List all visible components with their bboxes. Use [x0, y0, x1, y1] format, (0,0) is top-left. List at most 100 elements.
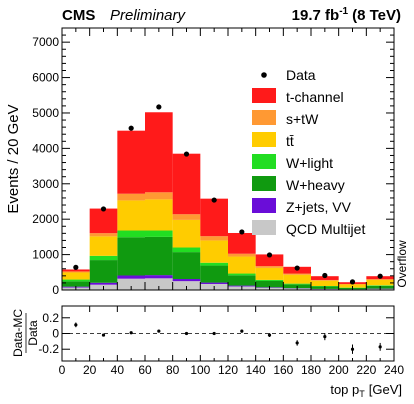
bar-segment: [228, 256, 256, 274]
y-tick-label: 5000: [32, 106, 59, 120]
bar-segment: [200, 236, 228, 241]
bar-segment: [283, 273, 311, 275]
bar-segment: [228, 273, 256, 276]
bar-segment: [62, 281, 90, 287]
luminosity-label: 19.7 fb-1 (8 TeV): [292, 6, 401, 24]
legend-label: t-channel: [286, 89, 344, 105]
bar-segment: [89, 260, 118, 283]
bar-segment: [117, 200, 145, 231]
data-point: [349, 279, 356, 285]
y-tick-label: 1000: [32, 248, 59, 262]
x-tick-label: 160: [273, 363, 293, 377]
legend-swatch: [252, 220, 276, 235]
bar-segment: [62, 279, 90, 282]
bar-segment: [172, 281, 201, 290]
ratio-point: [184, 331, 189, 336]
y-tick-label: 7000: [32, 35, 59, 49]
ratio-point: [295, 341, 299, 345]
bar-segment: [89, 255, 118, 261]
overflow-label: Overflow: [395, 240, 409, 288]
bar-segment: [200, 282, 228, 284]
legend-swatch: [252, 132, 276, 147]
legend-marker-data: [261, 72, 267, 78]
legend-swatch: [252, 88, 276, 103]
data-point: [377, 273, 383, 279]
bar-segment: [89, 233, 118, 237]
bar-segment: [172, 219, 201, 248]
bar-segment: [172, 279, 201, 282]
x-tick-label: 40: [111, 363, 125, 377]
ratio-point: [212, 331, 216, 336]
bar-segment: [255, 266, 284, 268]
bar-segment: [200, 240, 228, 263]
legend-label: tt̄: [286, 133, 294, 149]
y-tick-label: 6000: [32, 71, 59, 85]
data-point: [294, 265, 300, 271]
bar-segment: [255, 280, 284, 288]
legend-label: s+tW: [286, 111, 319, 127]
x-tick-label: 220: [356, 363, 376, 377]
bar-segment: [200, 198, 228, 237]
bar-segment: [117, 237, 145, 276]
bar-segment: [283, 283, 311, 285]
legend-label: Z+jets, VV: [286, 199, 352, 215]
bar-segment: [117, 278, 145, 290]
x-tick-label: 60: [138, 363, 152, 377]
data-points: [73, 104, 383, 285]
ratio-point: [157, 329, 161, 333]
legend-swatch: [252, 154, 276, 169]
bar-segment: [62, 272, 90, 280]
data-point: [156, 104, 162, 110]
legend-label: W+light: [286, 155, 333, 171]
bar-segment: [366, 279, 394, 286]
x-tick-label: 80: [166, 363, 180, 377]
bar-segment: [117, 130, 145, 194]
bar-segment: [366, 279, 394, 280]
bar-segment: [200, 262, 228, 266]
x-tick-label: 240: [384, 363, 404, 377]
main-axes: 0 1000 2000 3000 4000 5000 6000 7000: [32, 27, 395, 297]
y-tick-label: 3000: [32, 177, 59, 191]
x-tick-label: 100: [190, 363, 210, 377]
legend-label: W+heavy: [286, 177, 345, 193]
bar-segment: [311, 279, 339, 281]
bar-segment: [228, 253, 256, 257]
x-axis-label-sub: T: [359, 389, 365, 399]
bar-segment: [228, 275, 256, 286]
x-tick-label: 120: [218, 363, 238, 377]
bar-segment: [366, 285, 394, 286]
bar-segment: [117, 230, 145, 238]
legend: Data t-channel s+tW tt̄ W+light W+heavy Z+jets…: [252, 67, 365, 237]
y-tick-label: 2000: [32, 212, 59, 226]
data-point: [266, 252, 273, 258]
bar-segment: [89, 236, 118, 256]
bar-segment: [255, 279, 284, 281]
data-point: [322, 272, 328, 279]
bar-segment: [145, 275, 173, 279]
data-point: [211, 197, 217, 203]
bar-segment: [89, 208, 118, 234]
bar-segment: [200, 265, 228, 283]
bar-segment: [172, 247, 201, 253]
ratio-point: [350, 347, 355, 351]
bar-segment: [145, 192, 173, 200]
data-point: [128, 125, 134, 131]
x-axis-label-main: top p: [330, 382, 359, 397]
x-tick-label: 20: [83, 363, 97, 377]
x-tick-label: 0: [59, 363, 66, 377]
bar-segment: [228, 232, 256, 254]
bar-segment: [283, 274, 311, 284]
ratio-points: [74, 322, 382, 354]
bar-segment: [311, 276, 339, 280]
x-tick-label: 180: [301, 363, 321, 377]
x-axis-label-unit: [GeV]: [369, 382, 402, 397]
bar-segment: [255, 254, 284, 267]
bar-segment: [117, 193, 145, 201]
bar-segment: [145, 278, 173, 290]
x-tick-label: 140: [246, 363, 266, 377]
y-tick-label: 0: [52, 283, 59, 297]
legend-label: QCD Multijet: [286, 221, 365, 237]
bar-segment: [311, 280, 339, 286]
bar-segment: [145, 112, 173, 193]
ratio-frame: [61, 305, 395, 362]
